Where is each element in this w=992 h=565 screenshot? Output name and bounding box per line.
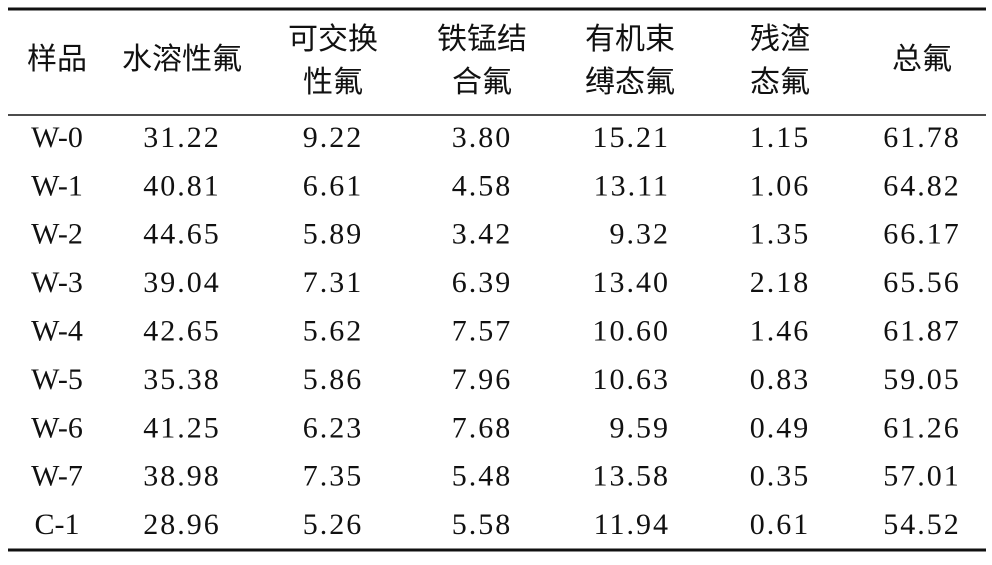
cell: 7.68 <box>452 411 513 444</box>
cell: 7.35 <box>303 460 364 493</box>
cell: W-1 <box>31 169 83 202</box>
cell: 13.58 <box>593 460 671 493</box>
header-cell: 有机束 <box>585 23 675 56</box>
header-cell: 合氟 <box>452 66 512 99</box>
cell: W-3 <box>31 266 83 299</box>
cell: 9.32 <box>610 218 671 251</box>
cell: 7.31 <box>303 266 364 299</box>
cell: 7.96 <box>452 363 513 396</box>
cell: 3.80 <box>452 121 513 154</box>
cell: 10.63 <box>593 363 671 396</box>
cell: 57.01 <box>883 460 961 493</box>
cell: 54.52 <box>883 508 961 541</box>
cell: 41.25 <box>143 411 221 444</box>
cell: 1.06 <box>750 169 811 202</box>
cell: 6.61 <box>303 169 364 202</box>
cell: 61.26 <box>883 411 961 444</box>
cell: 10.60 <box>593 314 671 347</box>
cell: 9.22 <box>303 121 364 154</box>
header-cell: 缚态氟 <box>585 66 675 99</box>
header-cell: 可交换 <box>288 23 378 56</box>
cell: 15.21 <box>593 121 671 154</box>
cell: 61.78 <box>883 121 961 154</box>
header-cell: 样品 <box>27 43 87 76</box>
cell: W-2 <box>31 218 83 251</box>
cell: 61.87 <box>883 314 961 347</box>
cell: 6.23 <box>303 411 364 444</box>
cell: 0.35 <box>750 460 811 493</box>
cell: 3.42 <box>452 218 513 251</box>
cell: 4.58 <box>452 169 513 202</box>
cell: 0.49 <box>750 411 811 444</box>
cell: C-1 <box>35 508 80 541</box>
cell: 13.11 <box>594 169 670 202</box>
cell: 6.39 <box>452 266 513 299</box>
cell: W-6 <box>31 411 83 444</box>
cell: 44.65 <box>143 218 221 251</box>
cell: 9.59 <box>610 411 671 444</box>
cell: 38.98 <box>143 460 221 493</box>
header-cell: 铁锰结 <box>437 23 527 56</box>
header-cell: 残渣 <box>750 23 810 56</box>
cell: 35.38 <box>143 363 221 396</box>
header-cell: 态氟 <box>750 66 810 99</box>
cell: 5.48 <box>452 460 513 493</box>
cell: 40.81 <box>143 169 221 202</box>
cell: W-0 <box>31 121 83 154</box>
cell: 42.65 <box>143 314 221 347</box>
header-cell: 性氟 <box>303 66 363 99</box>
cell: 31.22 <box>143 121 221 154</box>
cell: 1.46 <box>750 314 811 347</box>
cell: 5.89 <box>303 218 364 251</box>
cell: W-4 <box>31 314 83 347</box>
cell: 64.82 <box>883 169 961 202</box>
header-cell: 水溶性氟 <box>122 43 242 76</box>
cell: 0.61 <box>750 508 811 541</box>
cell: 0.83 <box>750 363 811 396</box>
header-cell: 总氟 <box>892 43 952 76</box>
cell: 5.62 <box>303 314 364 347</box>
cell: 1.35 <box>750 218 811 251</box>
cell: W-5 <box>31 363 83 396</box>
cell: 65.56 <box>883 266 961 299</box>
cell: 66.17 <box>883 218 961 251</box>
cell: 11.94 <box>594 508 670 541</box>
cell: 13.40 <box>593 266 671 299</box>
cell: 39.04 <box>143 266 221 299</box>
cell: 5.58 <box>452 508 513 541</box>
cell: W-7 <box>31 460 83 493</box>
cell: 5.86 <box>303 363 364 396</box>
cell: 5.26 <box>303 508 364 541</box>
cell: 2.18 <box>750 266 811 299</box>
cell: 28.96 <box>143 508 221 541</box>
cell: 7.57 <box>452 314 513 347</box>
cell: 1.15 <box>750 121 811 154</box>
cell: 59.05 <box>883 363 961 396</box>
